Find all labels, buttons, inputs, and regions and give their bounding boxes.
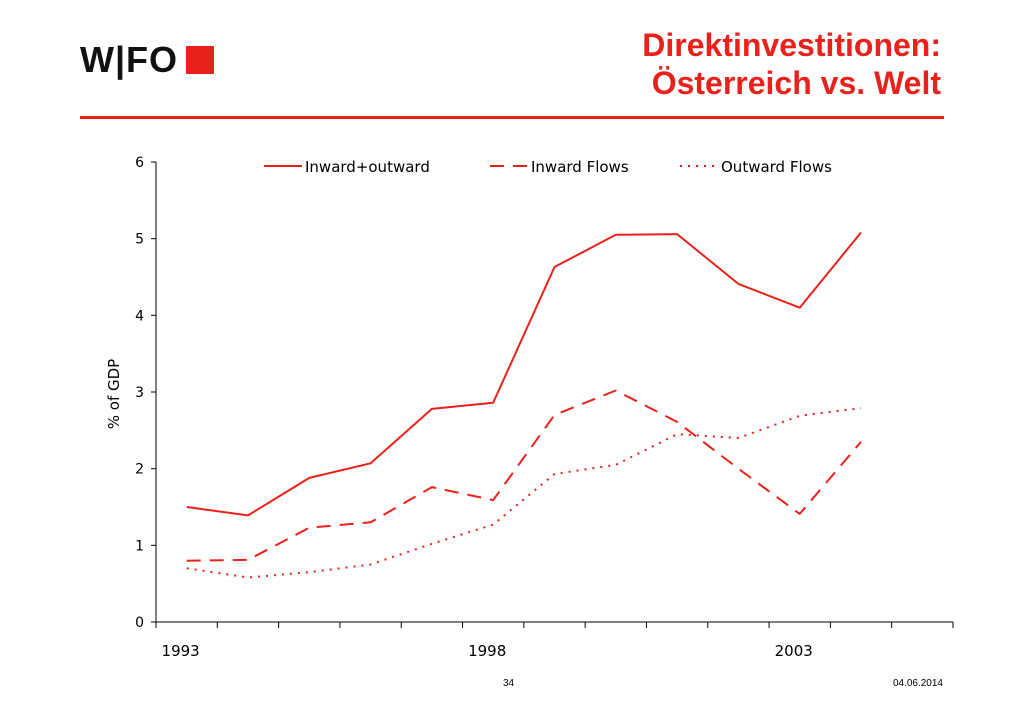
y-tick-label: 3 xyxy=(135,385,144,401)
page-number: 34 xyxy=(503,678,515,689)
y-tick-label: 6 xyxy=(135,155,144,171)
y-tick-label: 5 xyxy=(135,232,144,248)
slide-title: Direktinvestitionen: Österreich vs. Welt xyxy=(642,26,941,102)
wifo-logo: W|FO xyxy=(80,39,215,80)
series-line-inward-flows xyxy=(186,389,862,562)
footer-date: 04.06.2014 xyxy=(892,678,943,689)
legend-label: Inward+outward xyxy=(305,158,430,176)
series-line-inward-outward xyxy=(186,231,862,517)
x-tick-label: 2003 xyxy=(775,642,813,660)
x-tick-label: 1993 xyxy=(162,642,200,660)
legend-label: Inward Flows xyxy=(531,158,629,176)
y-axis-label: % of GDP xyxy=(105,359,123,429)
logo-square-icon xyxy=(186,46,215,74)
slide-title-line1: Direktinvestitionen: xyxy=(642,27,941,63)
series-line-outward-flows xyxy=(186,407,862,579)
y-tick-label: 0 xyxy=(135,615,144,631)
logo-text: W|FO xyxy=(80,39,179,80)
header-divider xyxy=(80,116,944,119)
y-tick-label: 4 xyxy=(135,308,144,324)
slide-title-line2: Österreich vs. Welt xyxy=(651,65,941,101)
y-tick-label: 1 xyxy=(135,538,144,554)
legend-label: Outward Flows xyxy=(721,158,832,176)
y-tick-label: 2 xyxy=(135,462,144,478)
x-tick-label: 1998 xyxy=(468,642,506,660)
